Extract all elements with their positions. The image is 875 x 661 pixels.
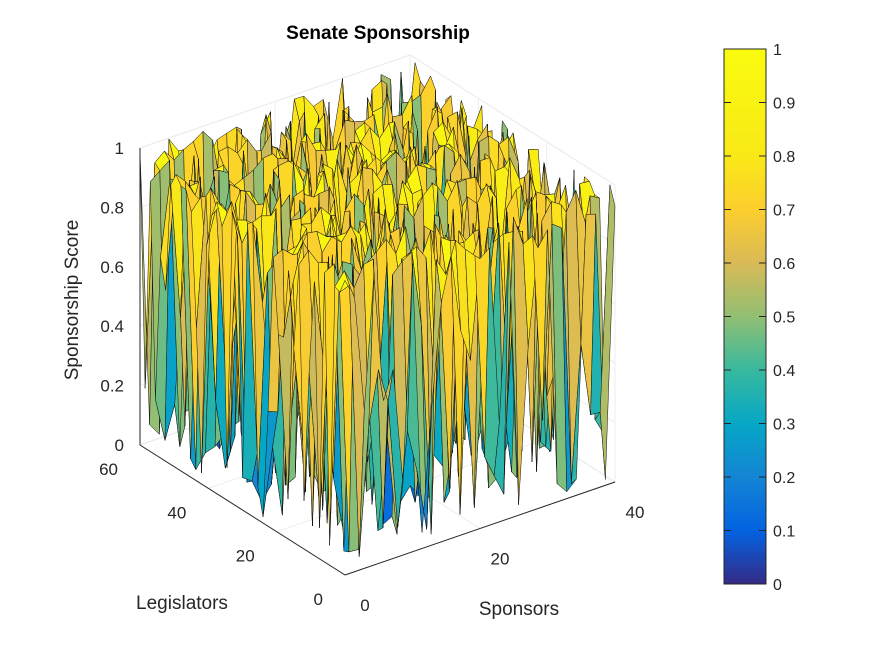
z-tick-label: 0.4 — [100, 317, 124, 336]
surface-patch — [599, 184, 616, 480]
colorbar-tick-labels: 0 0.1 0.2 0.3 0.4 0.5 0.6 0.7 0.8 0.9 1 — [724, 42, 795, 594]
colorbar-tick-label: 0.5 — [773, 310, 795, 327]
colorbar-tick-label: 0.6 — [773, 256, 795, 273]
z-tick-label: 0.6 — [100, 258, 124, 277]
colorbar-tick-label: 0.7 — [773, 203, 795, 220]
colorbar-tick-label: 1 — [773, 42, 782, 59]
surface-mesh — [139, 62, 616, 557]
colorbar-tick-label: 0.3 — [773, 417, 795, 434]
z-tick-label: 0 — [115, 436, 124, 455]
x-tick-label: 0 — [360, 596, 369, 615]
colorbar-tick-label: 0.4 — [773, 363, 795, 380]
y-tick-label: 60 — [99, 460, 118, 479]
y-tick-label: 20 — [236, 547, 255, 566]
colorbar-tick-label: 0.2 — [773, 470, 795, 487]
y-tick-label: 0 — [314, 590, 323, 609]
colorbar-tick-label: 0.9 — [773, 96, 795, 113]
x-tick-label: 40 — [626, 503, 645, 522]
colorbar-tick-label: 0.1 — [773, 524, 795, 541]
z-tick-labels: 0 0.2 0.4 0.6 0.8 1 — [100, 139, 124, 455]
colorbar-tick-label: 0.8 — [773, 149, 795, 166]
axis-lines — [139, 148, 616, 576]
y-tick-label: 40 — [167, 503, 186, 522]
colorbar-tick-label: 0 — [773, 577, 782, 594]
z-tick-label: 0.8 — [100, 198, 124, 217]
chart-title: Senate Sponsorship — [286, 23, 470, 44]
x-tick-label: 20 — [491, 550, 510, 569]
y-axis-label: Legislators — [136, 593, 228, 614]
x-axis-line — [344, 481, 616, 576]
y-axis-line — [139, 444, 346, 576]
z-axis-label: Sponsorship Score — [62, 220, 83, 381]
z-tick-label: 0.2 — [100, 377, 124, 396]
x-tick-labels: 0 20 40 — [360, 503, 644, 615]
y-tick-labels: 0 20 40 60 — [99, 460, 323, 609]
colorbar: 0 0.1 0.2 0.3 0.4 0.5 0.6 0.7 0.8 0.9 1 — [723, 42, 795, 594]
z-tick-label: 1 — [115, 139, 124, 158]
x-axis-label: Sponsors — [479, 599, 559, 620]
